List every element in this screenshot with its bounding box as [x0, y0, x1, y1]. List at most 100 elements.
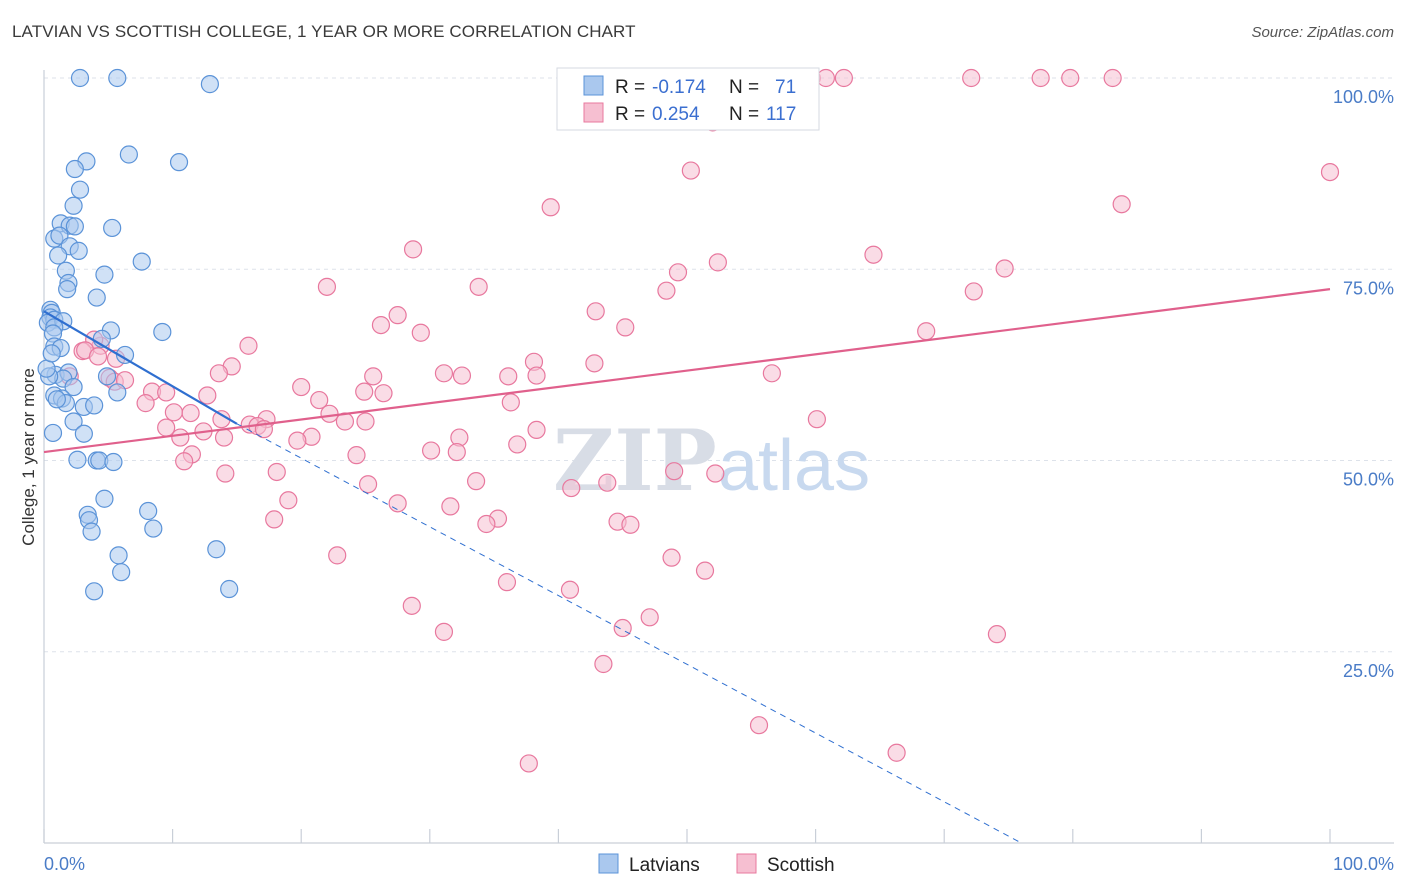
latvian-point-43 — [108, 383, 127, 402]
scottish-point-24 — [586, 302, 605, 321]
scottish-point-6 — [1061, 68, 1080, 88]
scottish-point-43 — [209, 364, 228, 383]
bottom-legend-swatch-scottish — [736, 853, 757, 874]
scottish-point-86 — [706, 464, 725, 483]
scottish-point-113 — [887, 743, 906, 762]
scottish-point-17 — [708, 253, 727, 272]
scottish-point-20 — [317, 277, 337, 296]
bottom-legend-scottish: Scottish — [767, 855, 835, 876]
latvian-point-62 — [207, 540, 226, 559]
scottish-point-90 — [598, 473, 617, 492]
correlation-legend: R = -0.174 N = 71 R = 0.254 N = 117 — [556, 67, 820, 131]
latvian-point-48 — [85, 396, 104, 415]
scottish-point-84 — [347, 446, 366, 465]
scottish-point-14 — [541, 198, 560, 217]
latvian-point-56 — [95, 489, 114, 508]
latvian-point-55 — [104, 452, 123, 472]
latvian-point-42 — [64, 377, 83, 397]
latvian-point-66 — [220, 579, 239, 599]
scottish-point-4 — [962, 68, 981, 88]
latvian-point-65 — [85, 582, 104, 601]
scottish-point-102 — [662, 548, 681, 567]
scottish-point-56 — [157, 383, 176, 402]
latvian-point-11 — [65, 217, 84, 236]
scottish-point-28 — [917, 322, 936, 341]
latvian-point-6 — [65, 159, 84, 179]
scottish-point-22 — [657, 281, 676, 300]
scottish-point-48 — [762, 364, 781, 383]
source-credit: Source: ZipAtlas.com — [1251, 24, 1394, 41]
scottish-point-53 — [355, 382, 374, 401]
scottish-point-77 — [214, 428, 234, 447]
legend-r-label-latvians: R = — [615, 77, 645, 98]
scottish-point-62 — [320, 404, 339, 423]
latvian-point-51 — [43, 423, 63, 443]
latvian-point-1 — [108, 68, 127, 88]
scottish-point-52 — [292, 377, 311, 397]
scottish-point-30 — [239, 336, 258, 355]
latvian-points — [37, 68, 239, 601]
gridlines — [44, 77, 1394, 653]
scottish-point-107 — [640, 608, 659, 627]
scottish-point-79 — [508, 435, 527, 454]
bottom-legend-latvians: Latvians — [629, 855, 700, 876]
scottish-point-114 — [519, 754, 538, 773]
latvian-point-40 — [97, 367, 117, 386]
series-legend: Latvians Scottish — [598, 853, 835, 876]
x-axis-ticks — [43, 829, 1331, 843]
legend-r-value-latvians: -0.174 — [652, 77, 706, 98]
scottish-point-11 — [681, 161, 700, 180]
scottish-point-54 — [374, 384, 393, 403]
scottish-point-12 — [1320, 162, 1340, 182]
latvian-point-5 — [169, 153, 189, 172]
y-axis-title: College, 1 year or more — [19, 368, 38, 546]
scottish-point-27 — [616, 318, 635, 337]
legend-r-value-scottish: 0.254 — [652, 104, 700, 125]
watermark-atlas: atlas — [718, 426, 870, 506]
scottish-point-68 — [157, 418, 176, 437]
scottish-point-35 — [88, 347, 108, 366]
scottish-point-47 — [527, 366, 546, 385]
scottish-point-25 — [388, 306, 407, 325]
scottish-point-38 — [585, 354, 604, 373]
watermark: ZIP atlas — [553, 411, 870, 510]
chart-title: LATVIAN VS SCOTTISH COLLEGE, 1 YEAR OR M… — [12, 22, 636, 41]
scottish-point-45 — [452, 366, 472, 385]
latvian-point-60 — [144, 519, 163, 538]
scottish-point-103 — [695, 561, 715, 580]
scottish-point-49 — [364, 367, 383, 386]
scottish-point-46 — [499, 367, 518, 386]
latvian-point-68 — [47, 390, 66, 409]
y-tick-label-50: 50.0% — [1343, 470, 1394, 490]
scottish-point-106 — [402, 596, 421, 615]
legend-r-label-scottish: R = — [615, 104, 645, 125]
latvian-point-64 — [112, 563, 131, 582]
latvian-point-70 — [42, 344, 61, 363]
latvian-point-22 — [58, 280, 77, 299]
scottish-point-58 — [501, 393, 520, 412]
scottish-point-15 — [403, 240, 423, 259]
x-tick-label-min: 0.0% — [44, 854, 85, 874]
latvian-point-16 — [69, 241, 88, 260]
legend-n-value-scottish: 117 — [766, 104, 796, 125]
scottish-point-100 — [621, 515, 640, 534]
latvian-point-33 — [153, 322, 172, 342]
latvian-point-18 — [132, 252, 151, 271]
latvian-point-7 — [70, 180, 90, 199]
latvian-point-49 — [64, 412, 83, 431]
scottish-point-104 — [497, 573, 517, 592]
scottish-point-81 — [447, 442, 466, 462]
latvian-point-63 — [109, 546, 128, 565]
scottish-point-108 — [434, 622, 454, 641]
scottish-point-85 — [665, 462, 684, 481]
latvian-point-23 — [87, 288, 106, 307]
y-tick-label-100: 100.0% — [1333, 87, 1394, 107]
scottish-point-16 — [864, 245, 883, 264]
scottish-point-26 — [371, 315, 391, 335]
trend-lines — [43, 288, 1331, 844]
latvian-point-3 — [119, 145, 138, 164]
scottish-point-93 — [279, 491, 298, 510]
trend-line-scottish — [43, 288, 1331, 454]
legend-n-label-latvians: N = — [729, 77, 759, 98]
scottish-point-95 — [441, 497, 460, 516]
